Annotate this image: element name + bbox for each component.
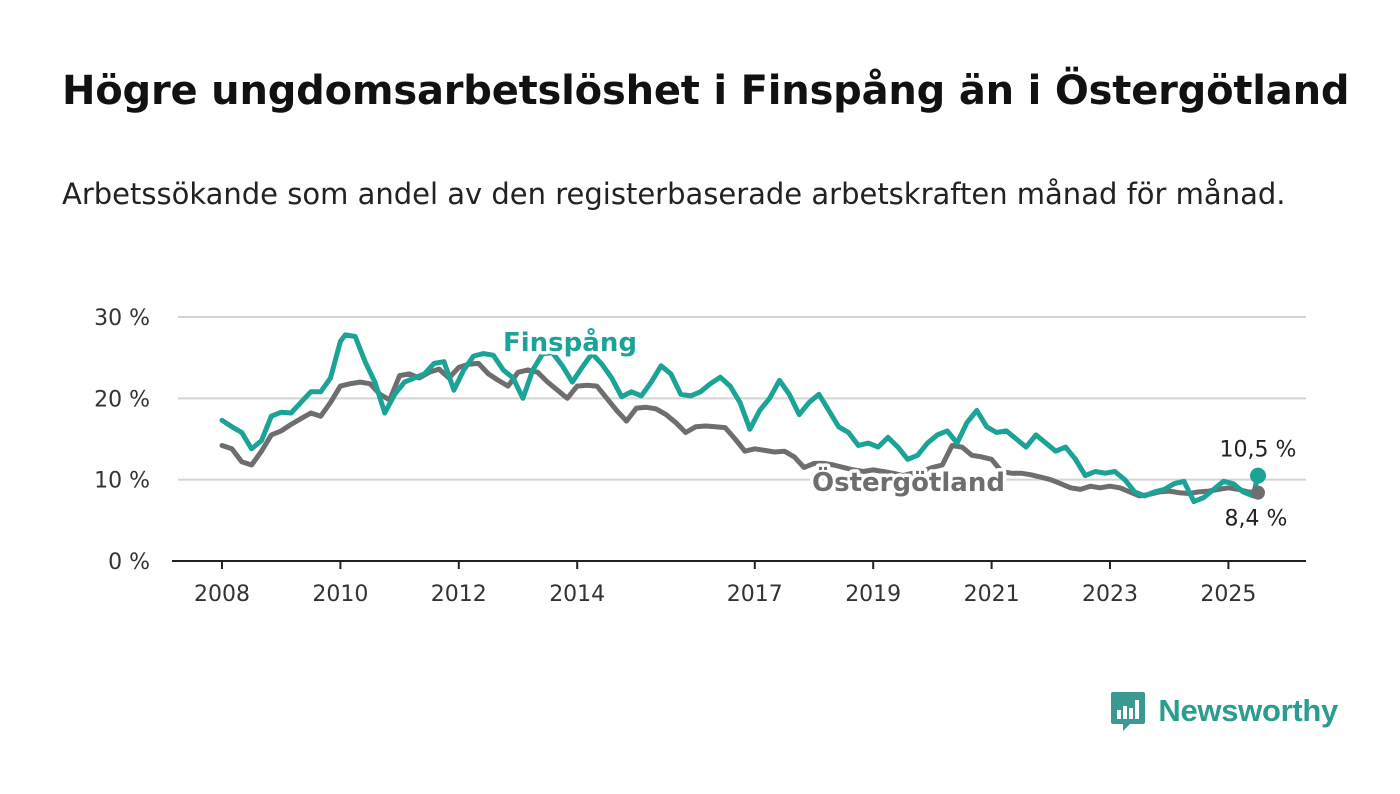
brand-name: Newsworthy <box>1158 693 1338 728</box>
x-tick-label-6: 2021 <box>964 582 1020 607</box>
y-tick-label-2: 20 % <box>94 387 150 412</box>
x-tick-label-1: 2010 <box>312 582 368 607</box>
y-tick-label-3: 30 % <box>94 306 150 331</box>
end-label-ostergotland: 8,4 % <box>1225 507 1288 532</box>
x-tick-label-8: 2025 <box>1200 582 1256 607</box>
series-label-finspang: Finspång <box>503 326 637 358</box>
x-tick-label-2: 2012 <box>431 582 487 607</box>
x-tick-label-7: 2023 <box>1082 582 1138 607</box>
end-point-ostergotland <box>1251 485 1265 500</box>
x-tick-label-5: 2019 <box>845 582 901 607</box>
chart-title: Högre ungdomsarbetslöshet i Finspång än … <box>62 68 1350 114</box>
end-point-finspang <box>1250 467 1266 484</box>
y-tick-label-1: 10 % <box>94 469 150 494</box>
series-line-ostergotland <box>219 360 1261 499</box>
x-axis-ticks: 2008 2010 2012 2014 2017 2019 2021 2023 2025 <box>194 561 1256 607</box>
y-tick-label-0: 0 % <box>108 550 150 575</box>
series-label-ostergotland: Östergötland <box>812 465 1005 498</box>
y-axis-ticks: 0 % 10 % 20 % 30 % <box>94 306 150 575</box>
series-labels: Finspång Östergötland 10,5 % 8,4 % <box>500 323 1300 536</box>
x-tick-label-4: 2017 <box>727 582 783 607</box>
x-tick-label-3: 2014 <box>549 582 605 607</box>
series-line-finspang <box>219 332 1261 505</box>
x-tick-label-0: 2008 <box>194 582 250 607</box>
chart-subtitle: Arbetssökande som andel av den registerb… <box>62 177 1286 211</box>
end-label-finspang: 10,5 % <box>1220 438 1297 463</box>
series-lines <box>219 332 1261 505</box>
gridlines <box>178 316 1306 481</box>
brand-logo: Newsworthy <box>1110 690 1338 732</box>
bar-chart-speech-bubble-icon <box>1111 692 1146 731</box>
